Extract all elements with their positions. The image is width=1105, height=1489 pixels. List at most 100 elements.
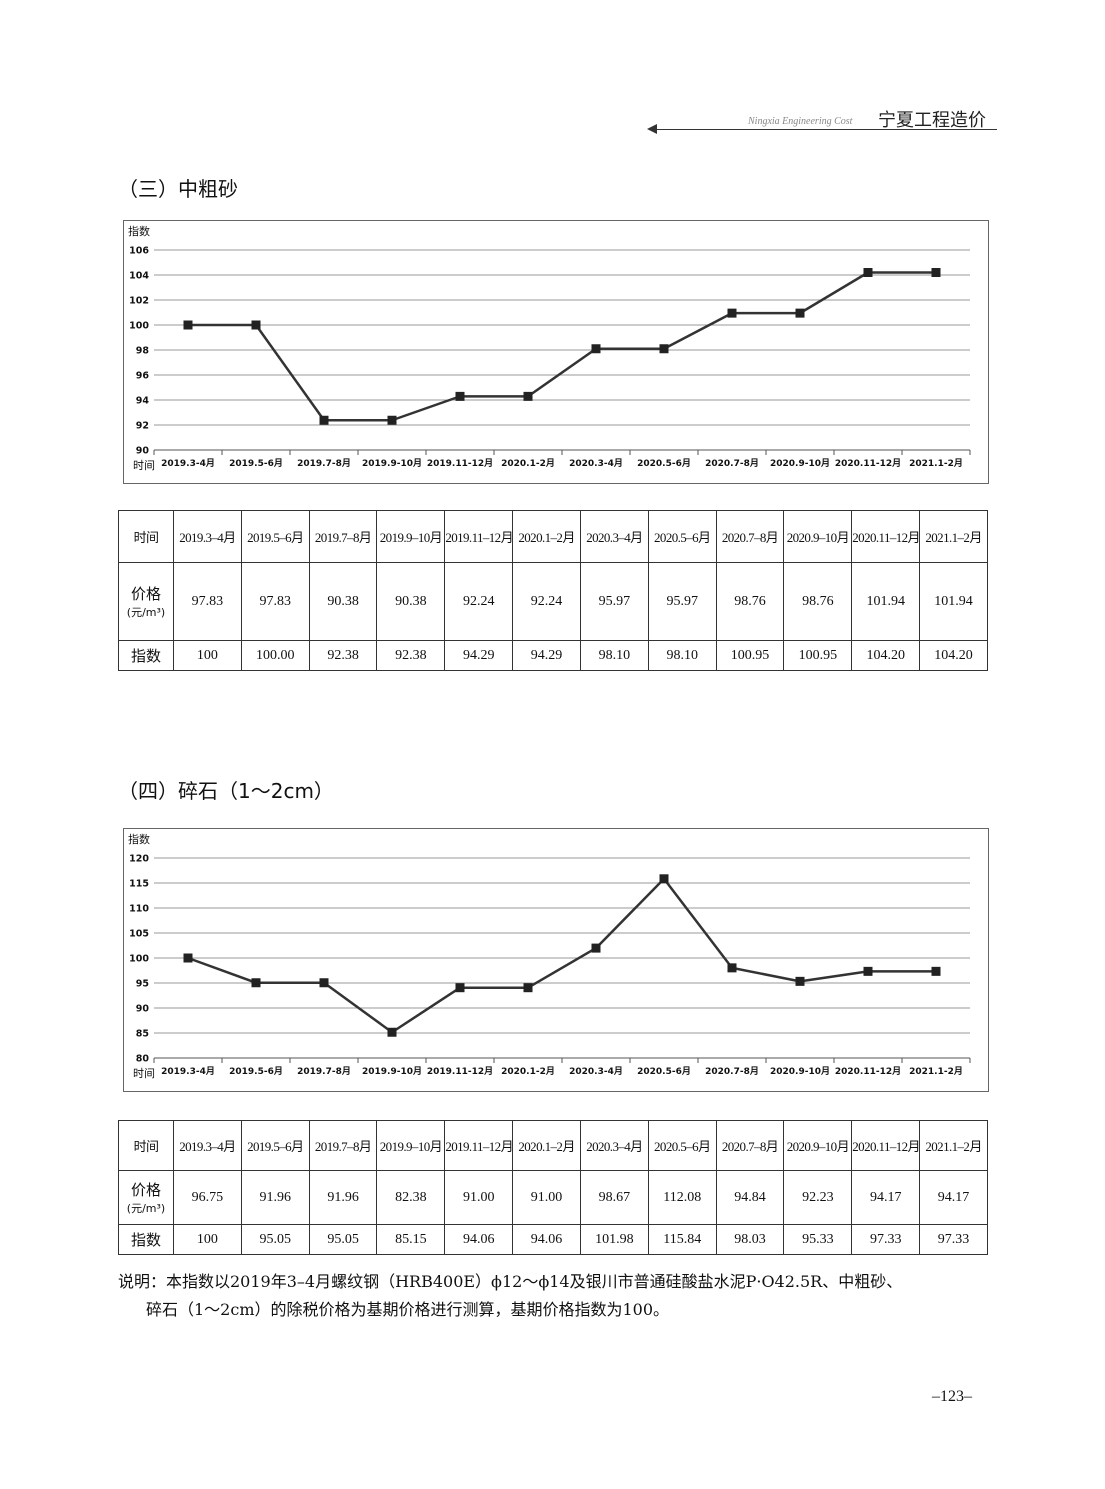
row-label-price: 价格 (元/m³) <box>118 562 174 641</box>
index-cell: 98.03 <box>715 1224 785 1255</box>
x-tick-label: 2021.1-2月 <box>909 1066 963 1077</box>
y-tick-label: 80 <box>136 1054 150 1065</box>
x-tick-label: 2019.7-8月 <box>297 458 351 469</box>
time-cell: 2019.11–12月 <box>444 510 514 563</box>
index-cell: 100.00 <box>240 640 310 671</box>
data-point <box>659 344 669 354</box>
price-cell: 94.17 <box>851 1170 921 1225</box>
index-cell: 95.05 <box>240 1224 310 1255</box>
price-cell: 96.75 <box>173 1170 242 1225</box>
time-cell: 2020.7–8月 <box>715 1120 785 1171</box>
page-number: –123– <box>932 1388 972 1405</box>
x-tick-label: 2019.9-10月 <box>362 458 422 469</box>
data-point <box>727 308 737 318</box>
table-sand: 时间 2019.3–4月 2019.5–6月 2019.7–8月 2019.9–10月… <box>118 510 988 671</box>
price-cell: 90.38 <box>376 562 446 641</box>
data-point <box>319 415 329 425</box>
y-tick-label: 95 <box>136 979 149 990</box>
table-gravel: 时间 2019.3–4月 2019.5–6月 2019.7–8月 2019.9–10月… <box>118 1120 988 1255</box>
index-cell: 94.29 <box>512 640 581 671</box>
x-tick-label: 2019.3-4月 <box>161 1066 215 1077</box>
time-cell: 2020.3–4月 <box>579 1120 649 1171</box>
footnote-line-2: 碎石（1～2cm）的除税价格为基期价格进行测算，基期价格指数为100。 <box>146 1300 670 1319</box>
x-tick-label: 2020.9-10月 <box>770 1066 830 1077</box>
footnote: 说明：本指数以2019年3–4月螺纹钢（HRB400E）ϕ12～ϕ14及银川市普… <box>118 1268 998 1324</box>
time-cell: 2020.5–6月 <box>647 1120 717 1171</box>
y-tick-label: 90 <box>136 446 150 457</box>
price-cell: 95.97 <box>647 562 717 641</box>
table-row-price: 价格 (元/m³) 97.83 97.83 90.38 90.38 92.24 92.24… <box>118 562 988 641</box>
chart-sand: 90 92 94 96 98 100 102 104 106 指数 时间 2019.3-4月 2019.… <box>123 220 989 484</box>
row-label-price: 价格 (元/m³) <box>118 1170 174 1225</box>
data-point <box>931 268 941 277</box>
time-cell: 2020.9–10月 <box>783 510 853 563</box>
header-rule <box>655 129 997 130</box>
price-cell: 91.00 <box>444 1170 514 1225</box>
y-tick-label: 120 <box>129 854 149 865</box>
time-cell: 2020.11–12月 <box>851 510 921 563</box>
x-tick-label: 2019.5-6月 <box>229 1066 283 1077</box>
table-row-index: 指数 100 100.00 92.38 92.38 94.29 94.29 98.10 98.… <box>118 640 988 671</box>
index-cell: 100.95 <box>715 640 785 671</box>
data-point <box>455 391 465 401</box>
data-point <box>523 391 533 401</box>
data-point <box>863 268 873 277</box>
data-point <box>523 983 533 993</box>
price-cell: 94.17 <box>919 1170 988 1225</box>
y-tick-label: 94 <box>136 396 150 407</box>
index-cell: 100.95 <box>783 640 853 671</box>
row-label-time: 时间 <box>118 510 174 563</box>
time-cell: 2020.9–10月 <box>783 1120 853 1171</box>
price-unit: (元/m³) <box>126 606 166 619</box>
time-cell: 2021.1–2月 <box>919 510 988 563</box>
y-tick-label: 98 <box>136 346 150 357</box>
x-tick-label: 2019.11-12月 <box>427 1066 493 1077</box>
time-cell: 2019.11–12月 <box>444 1120 514 1171</box>
x-tick-label: 2019.11-12月 <box>427 458 493 469</box>
y-tick-label: 90 <box>136 1004 150 1015</box>
x-tick-label: 2020.7-8月 <box>705 1066 759 1077</box>
index-cell: 92.38 <box>376 640 446 671</box>
index-cell: 94.29 <box>444 640 514 671</box>
price-cell: 101.94 <box>851 562 921 641</box>
data-point <box>183 320 193 330</box>
price-cell: 90.38 <box>308 562 378 641</box>
y-tick-label: 96 <box>136 371 150 382</box>
price-cell: 91.00 <box>512 1170 581 1225</box>
price-label: 价格 <box>130 585 161 603</box>
y-tick-label: 100 <box>129 954 149 965</box>
x-tick-label: 2021.1-2月 <box>909 458 963 469</box>
data-point <box>727 963 737 973</box>
index-cell: 104.20 <box>919 640 988 671</box>
table-row-index: 指数 100 95.05 95.05 85.15 94.06 94.06 101.98 115… <box>118 1224 988 1255</box>
price-cell: 92.24 <box>444 562 514 641</box>
index-cell: 95.05 <box>308 1224 378 1255</box>
y-axis-label: 指数 <box>128 224 150 238</box>
index-cell: 100 <box>173 1224 242 1255</box>
data-point <box>183 953 193 963</box>
x-tick-label: 2020.1-2月 <box>501 1066 555 1077</box>
data-point <box>863 966 873 976</box>
header-chinese-title: 宁夏工程造价 <box>878 110 986 131</box>
table-row-price: 价格 (元/m³) 96.75 91.96 91.96 82.38 91.00 91.00… <box>118 1170 988 1225</box>
x-tick-label: 2019.7-8月 <box>297 1066 351 1077</box>
footnote-line-1: 说明：本指数以2019年3–4月螺纹钢（HRB400E）ϕ12～ϕ14及银川市普… <box>118 1272 903 1291</box>
y-tick-label: 100 <box>129 321 149 332</box>
row-label-index: 指数 <box>118 1224 174 1255</box>
time-cell: 2020.5–6月 <box>647 510 717 563</box>
x-tick-label: 2020.1-2月 <box>501 458 555 469</box>
x-tick-label: 2020.5-6月 <box>637 458 691 469</box>
x-axis-label: 时间 <box>133 1067 155 1080</box>
price-cell: 94.84 <box>715 1170 785 1225</box>
time-cell: 2020.11–12月 <box>851 1120 921 1171</box>
index-cell: 101.98 <box>579 1224 649 1255</box>
x-tick-label: 2020.3-4月 <box>569 458 623 469</box>
price-cell: 112.08 <box>647 1170 717 1225</box>
time-cell: 2020.1–2月 <box>512 1120 581 1171</box>
row-label-index: 指数 <box>118 640 174 671</box>
data-point <box>251 978 261 988</box>
time-cell: 2020.7–8月 <box>715 510 785 563</box>
data-point <box>795 308 805 318</box>
header-english-title: Ningxia Engineering Cost <box>748 116 853 127</box>
